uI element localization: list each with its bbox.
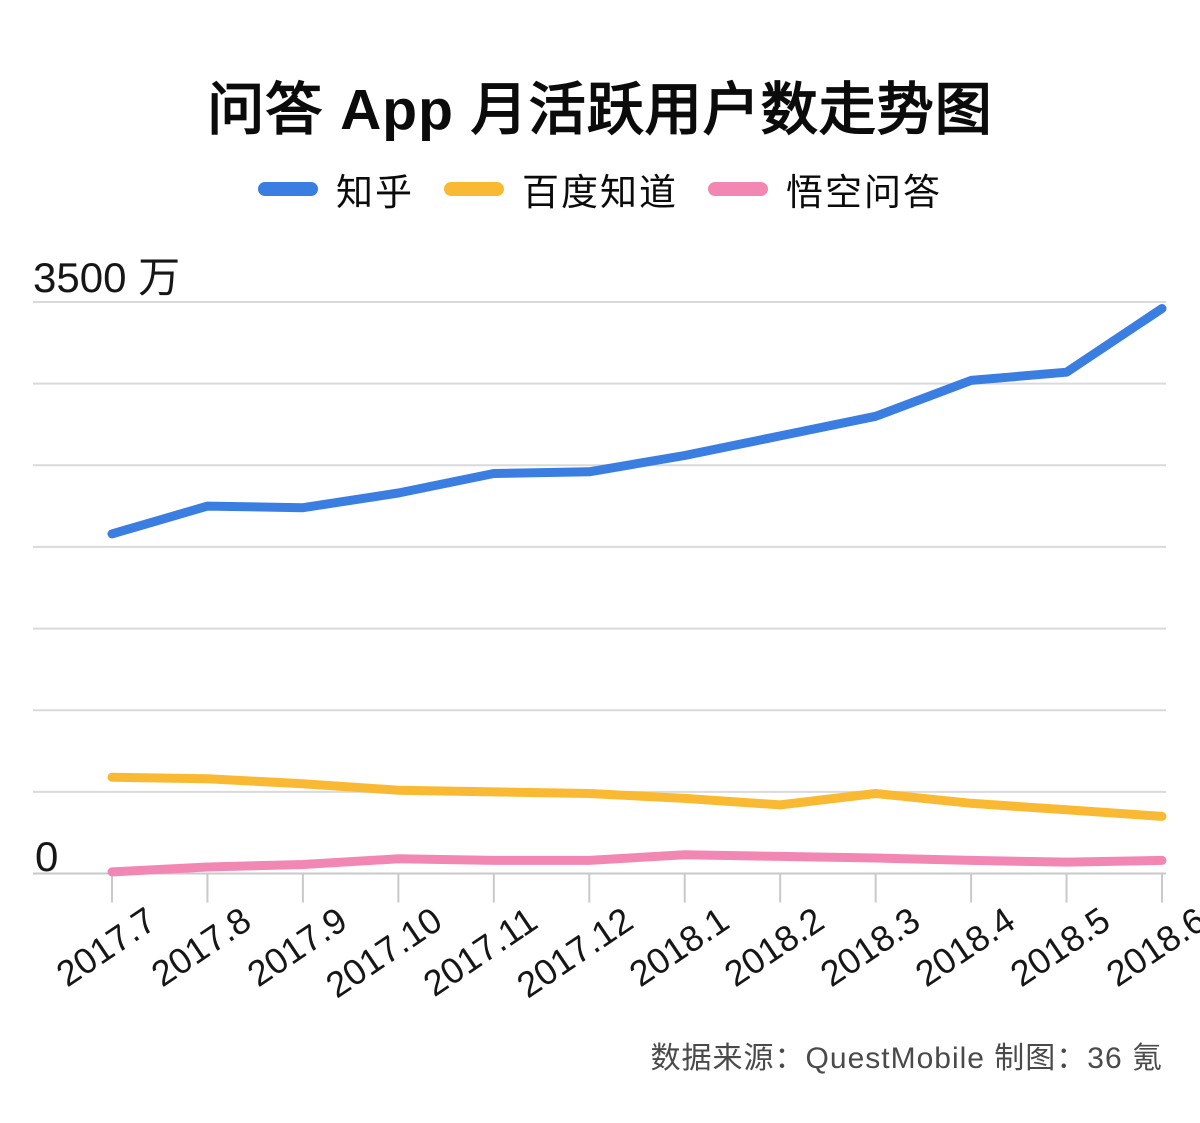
legend-label-zhihu: 知乎 [336, 172, 414, 213]
legend-item-zhihu: 知乎 [258, 162, 414, 216]
chart-title: 问答 App 月活跃用户数走势图 [207, 78, 993, 142]
legend-swatch-baidu-zhidao [444, 182, 504, 196]
y-axis-max-label: 3500 万 [33, 254, 181, 301]
legend-swatch-wukong-wenda [708, 182, 768, 196]
y-axis-zero-label: 0 [35, 833, 59, 880]
source-note: 数据来源：QuestMobile 制图：36 氪 [650, 1042, 1163, 1075]
legend-swatch-zhihu [258, 182, 318, 196]
legend-label-baidu-zhidao: 百度知道 [522, 172, 678, 213]
legend-label-wukong-wenda: 悟空问答 [786, 172, 942, 213]
series-line-zhihu [107, 304, 1167, 539]
series-line-baidu-zhidao [107, 772, 1167, 821]
legend-item-baidu-zhidao: 百度知道 [444, 162, 678, 216]
legend-item-wukong-wenda: 悟空问答 [708, 162, 942, 216]
series-line-wukong-wenda [107, 850, 1167, 877]
legend: 知乎 百度知道 悟空问答 [0, 168, 1200, 213]
